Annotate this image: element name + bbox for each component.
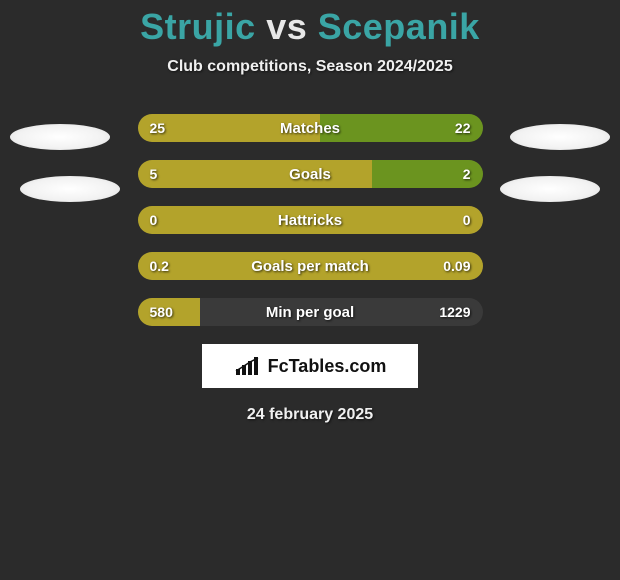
bar-right-value: 1229 [427, 298, 482, 326]
subtitle: Club competitions, Season 2024/2025 [0, 58, 620, 76]
comparison-card: Strujic vs Scepanik Club competitions, S… [0, 0, 620, 580]
bar-right-value: 0 [451, 206, 483, 234]
logo-text: FcTables.com [268, 356, 387, 377]
player2-badge-top [510, 124, 610, 150]
bar-row: 0.20.09Goals per match [138, 252, 483, 280]
bar-right-value: 0.09 [431, 252, 482, 280]
fctables-logo: FcTables.com [202, 344, 418, 388]
bar-left-fill [138, 160, 373, 188]
player1-badge-top [10, 124, 110, 150]
player2-badge-bottom [500, 176, 600, 202]
bar-chart-icon [234, 355, 262, 377]
title: Strujic vs Scepanik [0, 0, 620, 48]
bar-left-value: 580 [138, 298, 185, 326]
bar-right-value: 2 [451, 160, 483, 188]
bar-row: 00Hattricks [138, 206, 483, 234]
bar-left-fill [138, 206, 483, 234]
bar-left-value: 0.2 [138, 252, 181, 280]
bar-right-value: 22 [443, 114, 483, 142]
bar-row: 52Goals [138, 160, 483, 188]
bar-left-value: 25 [138, 114, 178, 142]
vs-separator: vs [266, 6, 307, 47]
player1-name: Strujic [140, 6, 256, 47]
player2-name: Scepanik [318, 6, 480, 47]
player1-badge-bottom [20, 176, 120, 202]
bar-left-value: 5 [138, 160, 170, 188]
comparison-bars: 2522Matches52Goals00Hattricks0.20.09Goal… [138, 114, 483, 326]
bar-row: 5801229Min per goal [138, 298, 483, 326]
bar-row: 2522Matches [138, 114, 483, 142]
date: 24 february 2025 [0, 406, 620, 424]
bar-left-value: 0 [138, 206, 170, 234]
